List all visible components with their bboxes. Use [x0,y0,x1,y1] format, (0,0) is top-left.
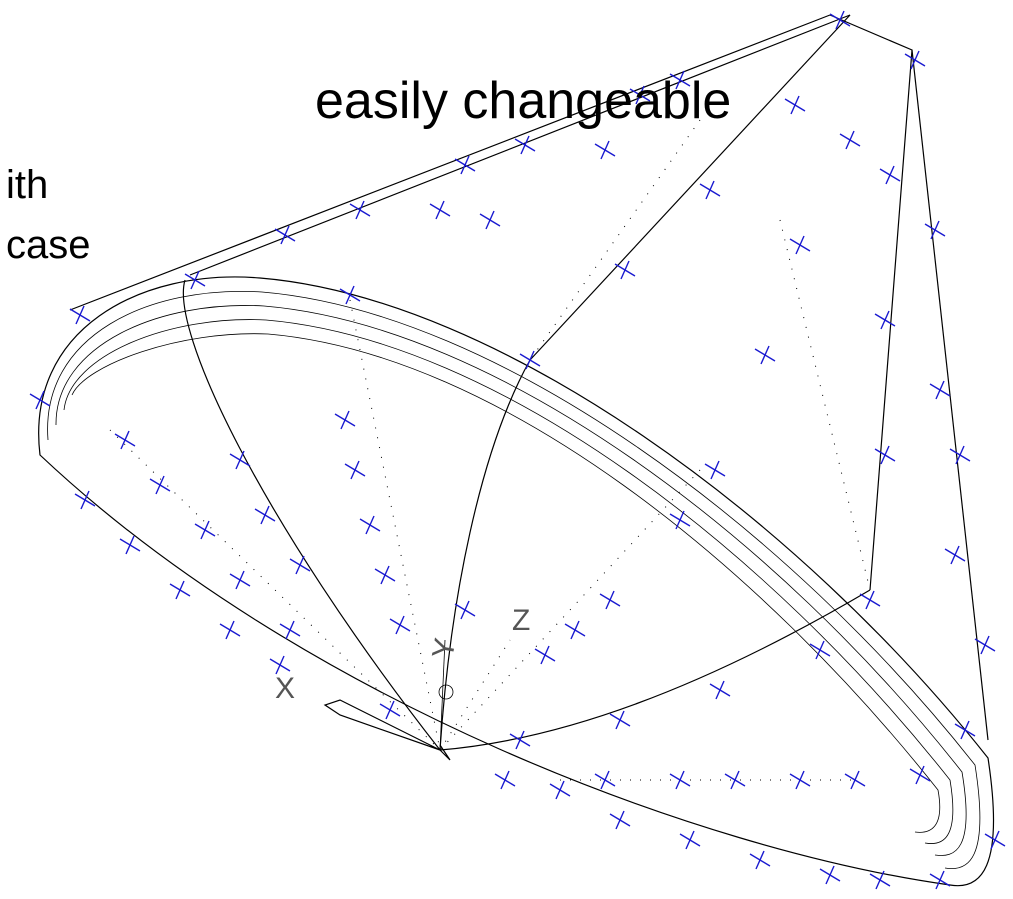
node [195,521,215,539]
axis-label: Z [512,604,530,637]
node [550,781,570,799]
node [170,581,190,599]
node [375,566,395,584]
node [945,546,965,564]
node [840,131,860,149]
node [595,771,615,789]
node [910,766,930,784]
node [725,771,745,789]
node [955,721,975,739]
node [390,616,410,634]
node [615,261,635,279]
node [115,431,135,449]
page: easily changeable ith case X Y Z (() => … [0,0,1013,899]
node [870,871,890,889]
node [565,621,585,639]
node [120,536,140,554]
node [610,711,630,729]
node [255,506,275,524]
node [610,811,630,829]
node [335,411,355,429]
node [700,181,720,199]
node [600,591,620,609]
node [785,96,805,114]
node [345,461,365,479]
node [790,236,810,254]
node [670,511,690,529]
node [360,516,380,534]
axis-label: X [275,672,295,705]
cad-view: easily changeable ith case X Y Z [0,0,1013,899]
node [535,646,555,664]
node [930,871,950,889]
wireframe [39,15,994,886]
node [480,211,500,229]
node [495,771,515,789]
node [520,351,540,369]
node [680,831,700,849]
node [230,571,250,589]
node [380,701,400,719]
node [595,141,615,159]
node [220,621,240,639]
node [755,346,775,364]
node [340,286,360,304]
node [925,221,945,239]
node [230,451,250,469]
node [30,391,50,409]
node [455,601,475,619]
heading: easily changeable [315,72,731,130]
node [790,771,810,789]
body-text: ith [6,163,48,207]
node [875,446,895,464]
node [985,831,1005,849]
node [705,461,725,479]
node [710,681,730,699]
body-text: case [6,223,91,267]
axis-label: Y [426,636,462,661]
node [670,771,690,789]
node [880,166,900,184]
node [750,851,770,869]
node [455,156,475,174]
node [930,381,950,399]
node [350,201,370,219]
node [75,491,95,509]
node [290,556,310,574]
node [430,201,450,219]
node [150,476,170,494]
node [185,271,205,289]
node [510,731,530,749]
node [820,866,840,884]
node [845,771,865,789]
node [905,51,925,69]
node [950,446,970,464]
node [515,136,535,154]
